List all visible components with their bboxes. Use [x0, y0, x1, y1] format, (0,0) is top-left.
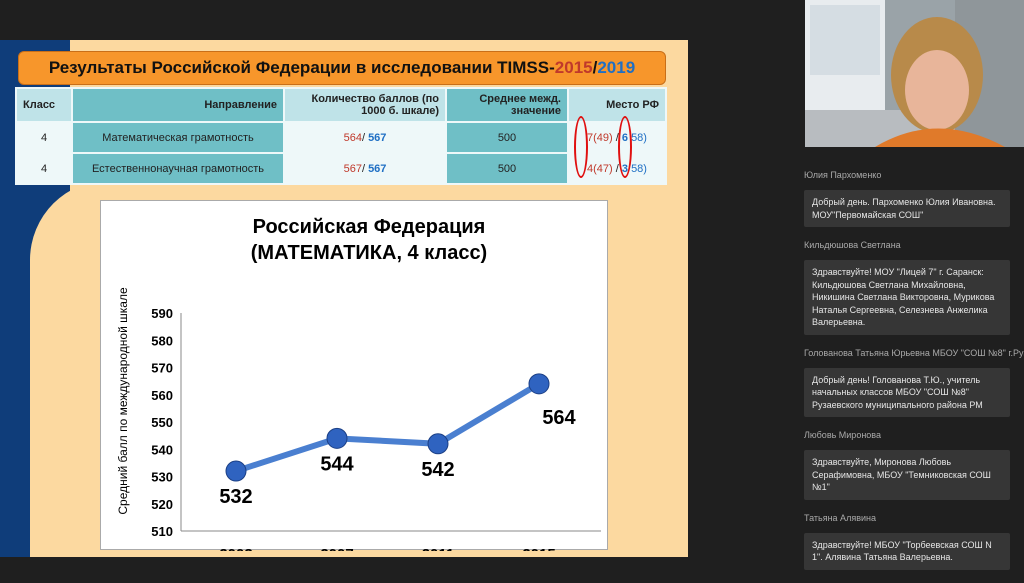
x-tick-label: 2003	[219, 546, 252, 551]
data-point	[326, 427, 348, 449]
chart-subtitle: (МАТЕМАТИКА, 4 класс)	[251, 242, 487, 264]
series-line	[235, 381, 541, 474]
y-tick-label: 540	[151, 442, 173, 457]
chat-message: Здравствуйте! МБОУ "Торбеевская СОШ N 1"…	[804, 532, 1010, 570]
chat-entry: Татьяна Алявина Здравствуйте! МБОУ "Торбе…	[804, 513, 1024, 570]
chat-author: Любовь Миронова	[804, 430, 881, 440]
header-grade: Класс	[17, 89, 71, 121]
title-year-2019: 2019	[597, 58, 636, 77]
cell-score: 567/ 567	[285, 154, 445, 183]
chat-entry: Кильдюшова Светлана Здравствуйте! МОУ "Ли…	[804, 240, 1024, 335]
header-score: Количество баллов (по 1000 б. шкале)	[285, 89, 445, 121]
x-tick-label: 2015	[522, 546, 555, 551]
results-table: Класс Направление Количество баллов (по …	[15, 87, 667, 185]
chat-author: Голованова Татьяна Юрьевна МБОУ "СОШ №8"…	[804, 347, 1024, 358]
chart-panel: Российская Федерация (МАТЕМАТИКА, 4 клас…	[100, 200, 608, 551]
total-2015: (47)	[593, 162, 613, 175]
score-2015: 564	[343, 131, 362, 144]
webcam-image	[805, 0, 1024, 147]
data-point	[528, 373, 550, 395]
x-tick-label: 2011	[422, 546, 455, 551]
score-2019: 567	[368, 162, 387, 175]
data-label: 544	[320, 453, 354, 475]
cell-area: Естественнонаучная грамотность	[73, 154, 283, 183]
shared-presentation-slide: Результаты Российской Федерации в исслед…	[0, 40, 688, 557]
chat-entry: Юлия Пархоменко Добрый день. Пархоменко Ю…	[804, 170, 1024, 227]
chat-panel: Юлия Пархоменко Добрый день. Пархоменко Ю…	[804, 170, 1024, 583]
table-header: Класс Направление Количество баллов (по …	[17, 89, 665, 121]
y-tick-label: 530	[151, 470, 173, 485]
data-label: 564	[542, 407, 576, 429]
data-label: 542	[421, 459, 454, 481]
slide-title: Результаты Российской Федерации в исслед…	[18, 51, 666, 85]
y-tick-label: 520	[151, 497, 173, 512]
y-tick-label: 550	[151, 415, 173, 430]
title-sep: /	[592, 58, 598, 77]
table-row: 4 Естественнонаучная грамотность 567/ 56…	[17, 154, 665, 183]
chart-title: Российская Федерация	[253, 216, 486, 238]
cell-score: 564/ 567	[285, 123, 445, 152]
data-label: 532	[219, 486, 252, 508]
header-area: Направление	[73, 89, 283, 121]
participant-video[interactable]	[805, 0, 1024, 147]
data-point	[225, 460, 247, 482]
header-mean: Среднее межд. значение	[447, 89, 567, 121]
chat-author: Кильдюшова Светлана	[804, 240, 901, 250]
y-tick-label: 570	[151, 361, 173, 376]
cell-grade: 4	[17, 123, 71, 152]
total-2019: 58)	[631, 131, 647, 144]
chat-author: Татьяна Алявина	[804, 512, 876, 523]
chat-entry: Любовь Миронова Здравствуйте, Миронова Лю…	[804, 430, 1024, 500]
chat-author: Юлия Пархоменко	[804, 170, 882, 180]
cell-mean: 500	[447, 154, 567, 183]
chat-message: Добрый день. Пархоменко Юлия Ивановна. М…	[804, 190, 1010, 227]
slide-decor-curve	[30, 180, 110, 557]
title-year-2015: 2015	[554, 58, 593, 77]
header-place: Место РФ	[569, 89, 665, 121]
total-2015: (49)	[593, 131, 613, 144]
line-chart: Российская Федерация (МАТЕМАТИКА, 4 клас…	[116, 216, 601, 551]
cell-mean: 500	[447, 123, 567, 152]
score-2015: 567	[343, 162, 362, 175]
data-point	[427, 433, 449, 455]
chat-message: Здравствуйте, Миронова Любовь Серафимовн…	[804, 450, 1010, 500]
highlight-oval	[574, 116, 588, 178]
y-axis-label: Средний балл по международной шкале	[116, 287, 130, 515]
place-2015: 7	[587, 131, 594, 144]
y-tick-label: 590	[151, 306, 173, 321]
table-row: 4 Математическая грамотность 564/ 567 50…	[17, 123, 665, 152]
y-tick-label: 560	[151, 388, 173, 403]
highlight-oval	[618, 116, 632, 178]
cell-area: Математическая грамотность	[73, 123, 283, 152]
title-text: Результаты Российской Федерации в исслед…	[48, 58, 555, 77]
chat-message: Добрый день! Голованова Т.Ю., учитель на…	[804, 367, 1010, 417]
chat-message: Здравствуйте! МОУ "Лицей 7" г. Саранск: …	[804, 260, 1010, 335]
y-tick-label: 580	[151, 333, 173, 348]
score-2019: 567	[368, 131, 387, 144]
total-2019: 58)	[631, 162, 647, 175]
x-tick-label: 2007	[320, 546, 353, 551]
place-2015: 4	[587, 162, 594, 175]
chat-entry: Голованова Татьяна Юрьевна МБОУ "СОШ №8"…	[804, 347, 1024, 417]
y-tick-label: 510	[151, 524, 173, 539]
cell-grade: 4	[17, 154, 71, 183]
